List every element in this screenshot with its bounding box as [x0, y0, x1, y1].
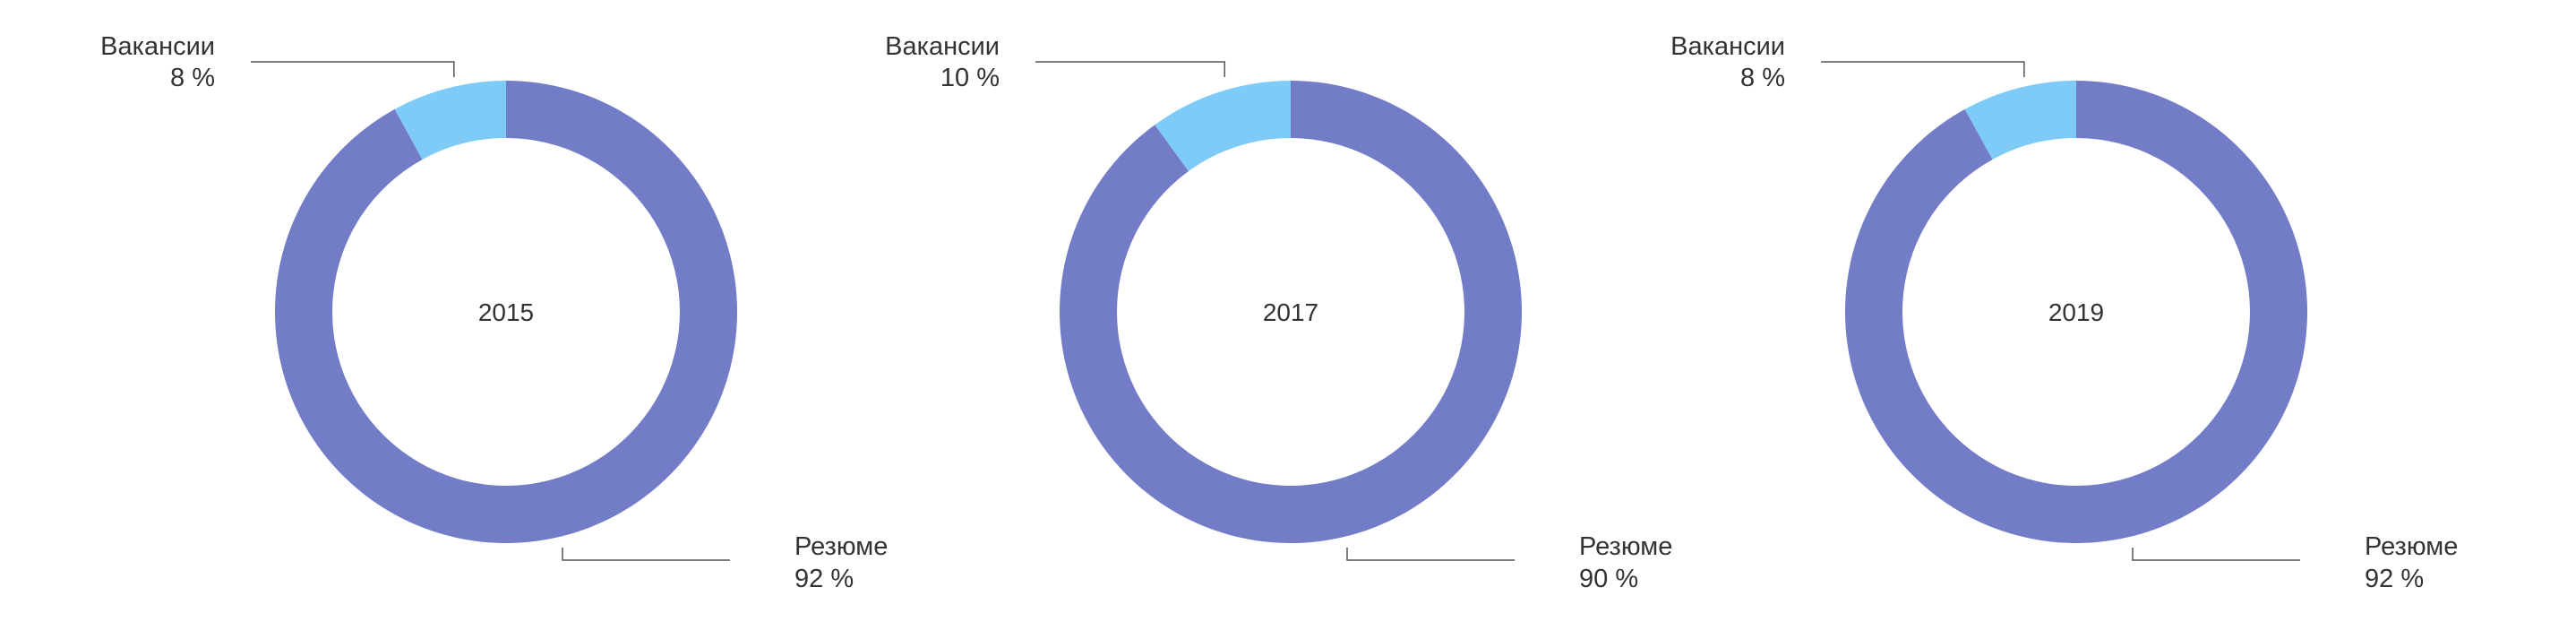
leader-line-vacancies	[1035, 61, 1226, 77]
donut-chart-2019: 2019 Вакансии 8 % Резюме 92 %	[1670, 32, 2458, 593]
callout-label-resume: Резюме	[794, 532, 888, 561]
chart-center-label: 2015	[478, 298, 534, 326]
chart-center-label: 2017	[1263, 298, 1318, 326]
callout-label-vacancies: Вакансии	[100, 32, 215, 61]
callout-label-vacancies: Вакансии	[1670, 32, 1785, 61]
callout-value-vacancies: 8 %	[1740, 64, 1785, 92]
donut-chart-2015: 2015 Вакансии 8 % Резюме 92 %	[100, 32, 888, 593]
leader-line-vacancies	[251, 61, 455, 77]
callout-label-resume: Резюме	[2365, 532, 2458, 561]
callout-value-vacancies: 8 %	[170, 64, 215, 92]
callout-label-vacancies: Вакансии	[885, 32, 1000, 61]
callout-label-resume: Резюме	[1579, 532, 1672, 561]
callout-value-resume: 90 %	[1579, 565, 1638, 593]
leader-line-resume	[562, 548, 730, 561]
leader-line-vacancies	[1821, 61, 2025, 77]
callout-value-resume: 92 %	[794, 565, 854, 593]
donut-chart-2017: 2017 Вакансии 10 % Резюме 90 %	[885, 32, 1672, 593]
callout-value-vacancies: 10 %	[940, 64, 1000, 92]
leader-line-resume	[2132, 548, 2300, 561]
slice-vacancies	[1155, 81, 1291, 172]
callout-value-resume: 92 %	[2365, 565, 2424, 593]
slice-vacancies	[394, 81, 506, 160]
slice-vacancies	[1964, 81, 2076, 160]
chart-center-label: 2019	[2048, 298, 2104, 326]
leader-line-resume	[1346, 548, 1515, 561]
